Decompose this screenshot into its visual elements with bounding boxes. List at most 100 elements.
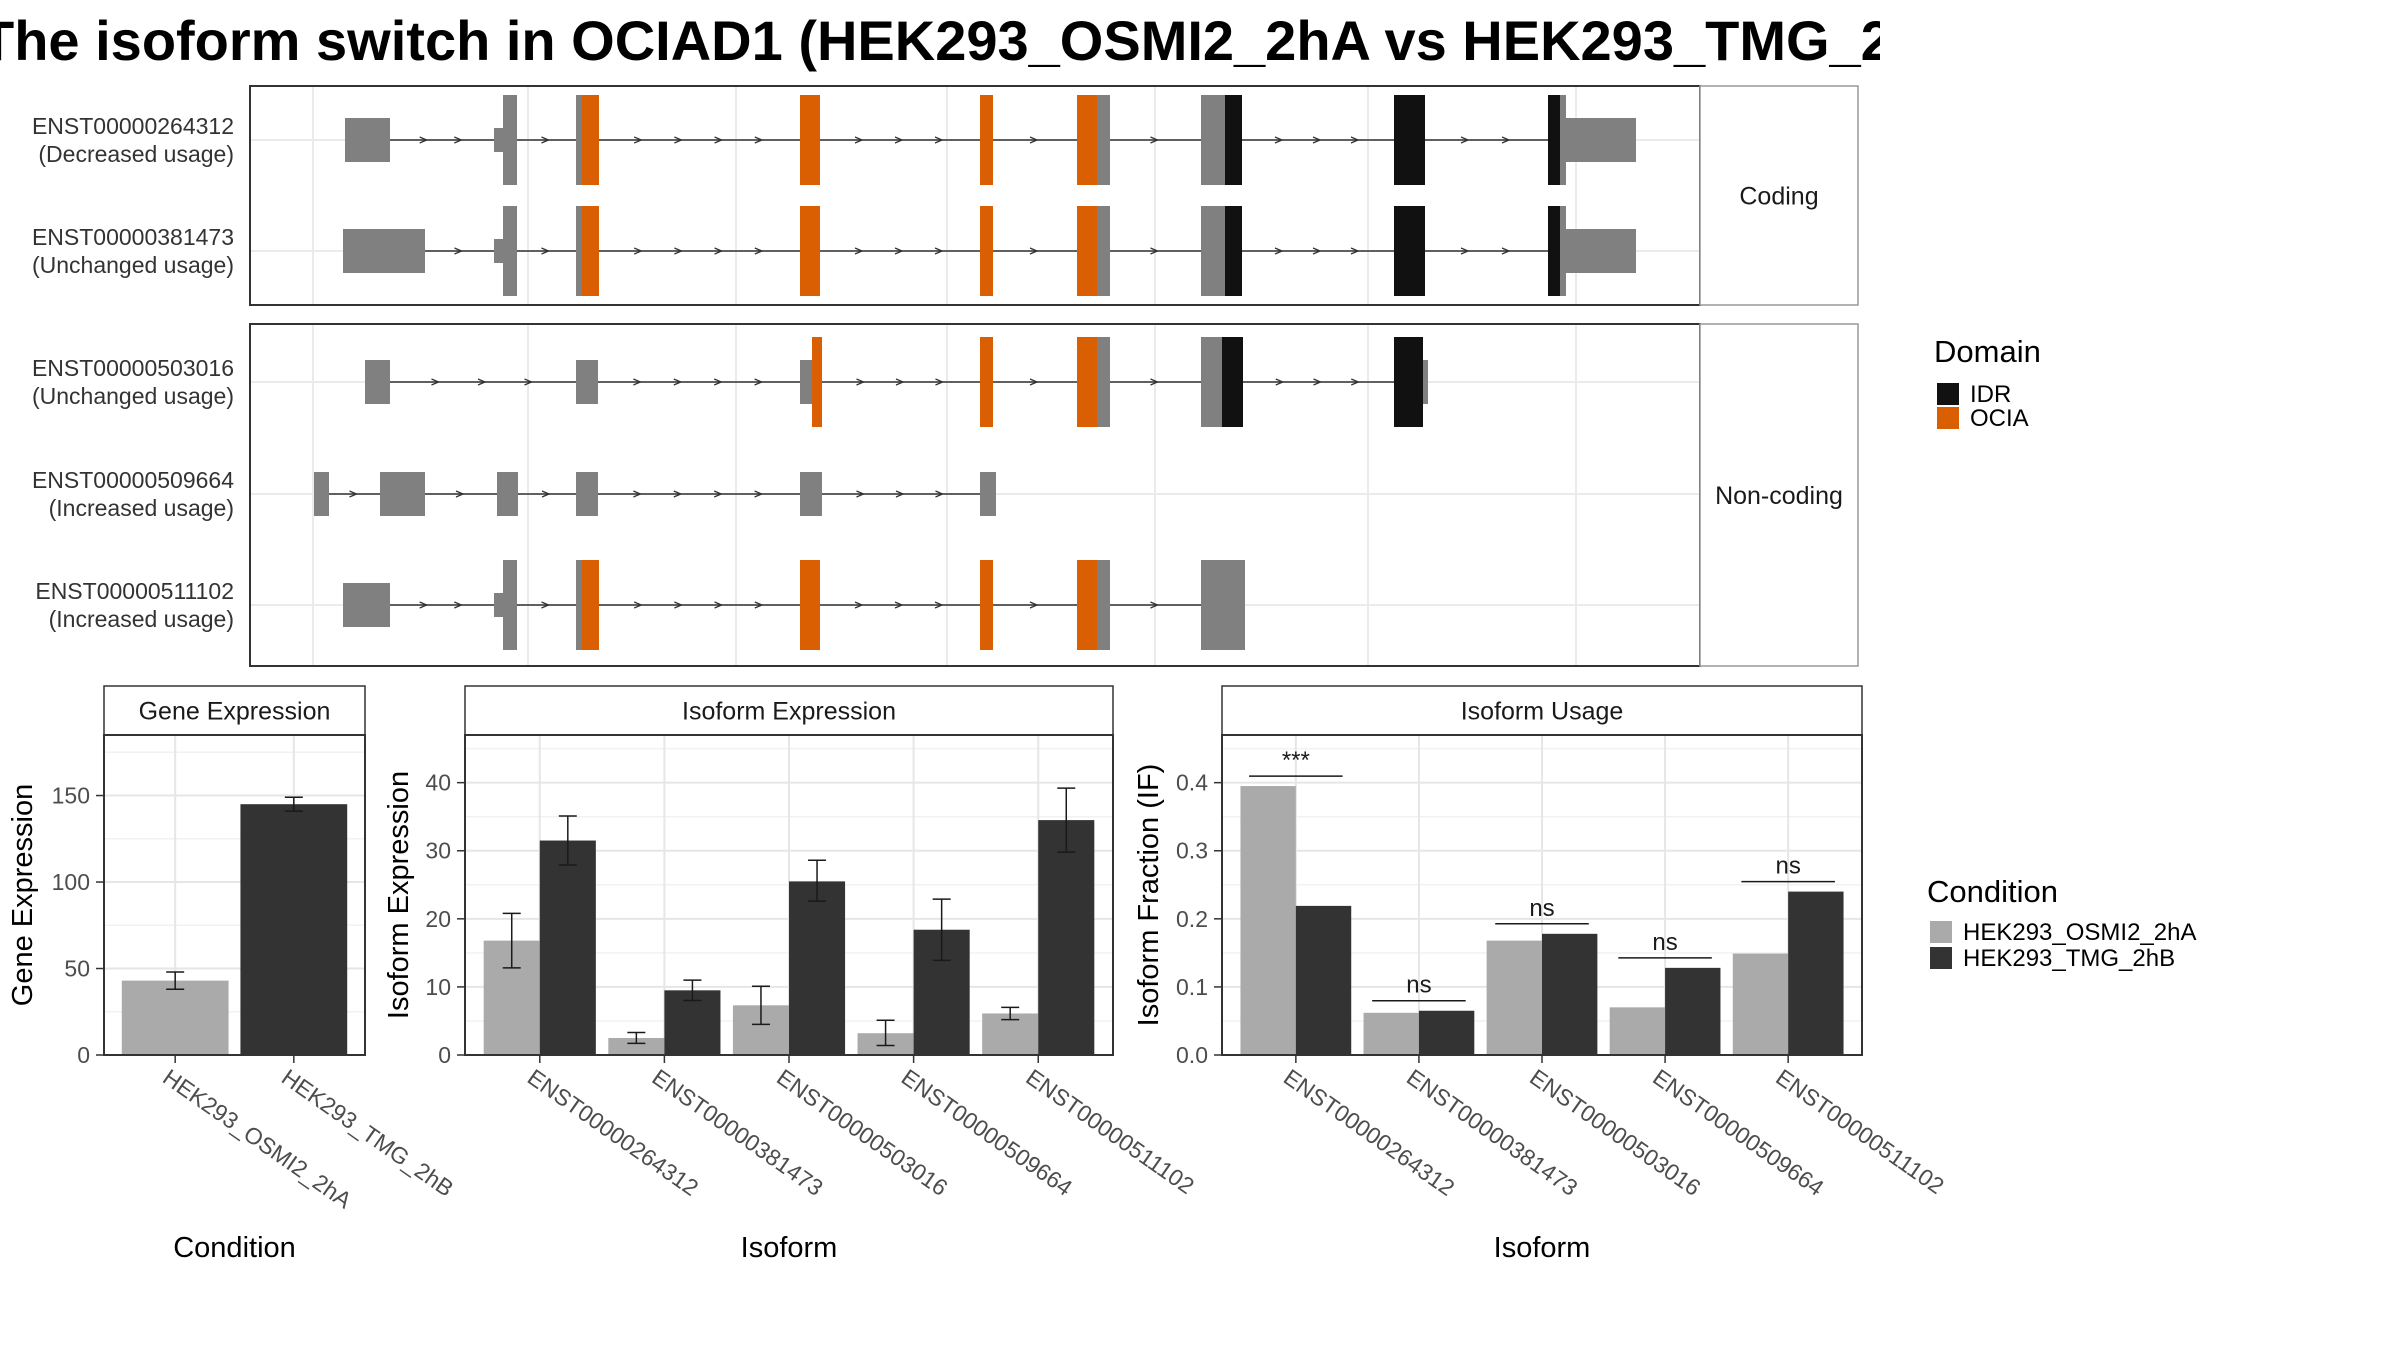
y-tick-label: 30 (425, 838, 451, 864)
exon-block (576, 560, 582, 650)
intron-direction-arrow (633, 378, 643, 386)
intron-direction-arrow (1150, 136, 1160, 144)
intron-direction-arrow (633, 601, 643, 609)
exon-block (380, 472, 425, 516)
intron-direction-arrow (1350, 247, 1360, 255)
structure-strip-label-noncoding: Non-coding (1715, 482, 1843, 510)
exon-block (1566, 118, 1636, 162)
significance-label: ns (1775, 853, 1800, 880)
exon-block (503, 560, 517, 650)
legend-label-domain: IDR (1970, 381, 2011, 408)
intron-direction-arrow (713, 378, 723, 386)
exon-block (1097, 206, 1110, 296)
legend-title-condition: Condition (1927, 874, 2058, 909)
intron-direction-arrow (633, 136, 643, 144)
intron-direction-arrow (455, 490, 465, 498)
significance-label: ns (1529, 895, 1554, 922)
intron-direction-arrow (454, 136, 463, 144)
y-tick-label: 0 (438, 1042, 451, 1068)
exon-block (314, 472, 329, 516)
intron-direction-arrow (1313, 378, 1323, 386)
exon-block (980, 206, 993, 296)
plot-title-container: The isoform switch in OCIAD1 (HEK293_OSM… (0, 0, 1880, 90)
legend-label-condition: HEK293_OSMI2_2hA (1963, 919, 2196, 946)
intron-direction-arrow (1460, 247, 1470, 255)
exon-block (1097, 95, 1110, 185)
exon-block (582, 560, 599, 650)
intron-direction-arrow (633, 247, 643, 255)
intron-direction-arrow (754, 601, 764, 609)
y-tick-label: 0.0 (1176, 1042, 1208, 1068)
exon-block (1394, 95, 1425, 185)
x-axis-title: Isoform (1494, 1232, 1591, 1264)
intron-direction-arrow (754, 378, 764, 386)
intron-direction-arrow (454, 247, 464, 255)
exon-block (576, 472, 598, 516)
intron-direction-arrow (1029, 601, 1039, 609)
intron-direction-arrow (714, 247, 724, 255)
exon-block (1423, 360, 1428, 404)
exon-block (800, 360, 812, 404)
exon-block (497, 472, 518, 516)
exon-block (1548, 206, 1560, 296)
y-axis-title: Isoform Fraction (IF) (1133, 764, 1165, 1027)
bar (1732, 953, 1789, 1055)
transcript-id-label: ENST00000264312 (32, 113, 234, 139)
intron-direction-arrow (895, 378, 905, 386)
intron-direction-arrow (431, 378, 441, 386)
y-tick-label: 100 (52, 869, 90, 895)
transcript-id-label: ENST00000511102 (35, 578, 234, 604)
intron-direction-arrow (1150, 378, 1160, 386)
exon-block (812, 337, 822, 427)
intron-direction-arrow (856, 378, 866, 386)
chart-strip (103, 685, 366, 736)
bar (240, 804, 348, 1055)
exon-block (576, 206, 582, 296)
exon-block (980, 560, 993, 650)
exon-block (582, 206, 599, 296)
intron-direction-arrow (1029, 247, 1039, 255)
intron-direction-arrow (674, 601, 684, 609)
intron-direction-arrow (541, 490, 551, 498)
exon-block (576, 95, 582, 185)
intron-direction-arrow (1350, 136, 1360, 144)
x-axis-title: Condition (173, 1232, 296, 1264)
bar (1542, 933, 1598, 1055)
structure-strip-noncoding (1699, 323, 1859, 667)
intron-direction-arrow (454, 601, 463, 609)
exon-block (800, 95, 820, 185)
intron-direction-arrow (856, 490, 866, 498)
bar (1486, 940, 1542, 1055)
intron-direction-arrow (894, 136, 904, 144)
structure-strip-label-coding: Coding (1739, 183, 1818, 211)
intron-direction-arrow (854, 136, 864, 144)
intron-direction-arrow (1501, 247, 1511, 255)
exon-block (503, 95, 517, 185)
intron-direction-arrow (1150, 601, 1160, 609)
exon-block (1560, 206, 1566, 296)
intron-direction-arrow (935, 490, 945, 498)
intron-direction-arrow (934, 247, 944, 255)
y-axis-title: Isoform Expression (383, 771, 415, 1019)
bar (1038, 820, 1095, 1055)
intron-direction-arrow (1029, 378, 1039, 386)
structure-panel-bg-coding (250, 86, 1700, 305)
intron-direction-arrow (713, 490, 723, 498)
exon-block (1201, 95, 1225, 185)
exon-block (1077, 337, 1097, 427)
exon-block (1222, 337, 1243, 427)
exon-block (1077, 560, 1097, 650)
bar (1418, 1010, 1475, 1055)
exon-block (345, 118, 390, 162)
exon-block (800, 472, 822, 516)
exon-block (980, 472, 996, 516)
legend-key-condition (1930, 947, 1952, 969)
exon-block (1394, 206, 1425, 296)
exon-block (1097, 337, 1110, 427)
significance-label: ns (1652, 929, 1677, 956)
bar (1788, 891, 1844, 1055)
intron-direction-arrow (1460, 136, 1470, 144)
intron-direction-arrow (477, 378, 487, 386)
bar (1363, 1012, 1419, 1055)
